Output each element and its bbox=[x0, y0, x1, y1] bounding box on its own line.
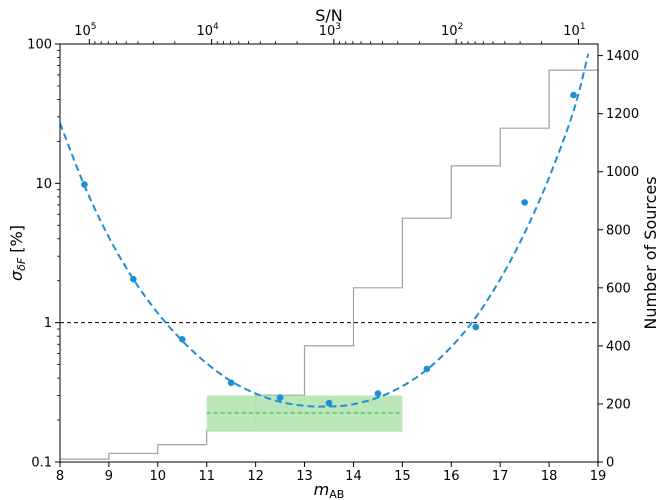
top-axis-title: S/N bbox=[315, 6, 343, 25]
histogram-layer bbox=[60, 69, 598, 460]
y2-tick-label: 1200 bbox=[606, 107, 639, 122]
y-axis-title: σδF [%] bbox=[7, 225, 28, 281]
y-tick-label: 0.1 bbox=[31, 456, 52, 471]
top-tick-label: 101 bbox=[563, 22, 585, 39]
x-tick-label: 13 bbox=[296, 469, 313, 484]
y2-tick-label: 0 bbox=[606, 456, 614, 471]
x-axis-title-sub: AB bbox=[329, 488, 344, 500]
x-tick-label: 8 bbox=[56, 469, 64, 484]
y-tick-label: 1 bbox=[44, 316, 52, 331]
top-tick-exponent: 2 bbox=[458, 22, 464, 32]
top-tick-label: 104 bbox=[196, 22, 219, 39]
y2-axis-title: Number of Sources bbox=[641, 176, 659, 329]
top-tick-exponent: 4 bbox=[213, 22, 219, 32]
y-axis-title-unit: [%] bbox=[7, 225, 26, 258]
data-point-5 bbox=[276, 394, 284, 401]
y2-tick-label: 1000 bbox=[606, 165, 639, 180]
points-layer bbox=[81, 91, 577, 407]
y2-tick-label: 200 bbox=[606, 397, 631, 412]
top-tick-base: 10 bbox=[74, 24, 91, 39]
y-tick-label: 100 bbox=[27, 38, 52, 53]
x-axis-title: mAB bbox=[314, 480, 345, 500]
x-tick-label: 19 bbox=[590, 469, 607, 484]
top-tick-base: 10 bbox=[441, 24, 458, 39]
top-tick-exponent: 5 bbox=[91, 22, 97, 32]
y2-tick-label: 800 bbox=[606, 223, 631, 238]
data-point-4 bbox=[227, 379, 235, 387]
y2-tick-label: 600 bbox=[606, 281, 631, 296]
top-tick-base: 10 bbox=[319, 24, 336, 39]
top-tick-base: 10 bbox=[563, 24, 580, 39]
top-tick-label: 105 bbox=[74, 22, 96, 39]
x-tick-label: 17 bbox=[492, 469, 509, 484]
data-point-11 bbox=[570, 91, 577, 99]
top-tick-label: 103 bbox=[319, 22, 341, 39]
x-tick-label: 9 bbox=[105, 469, 113, 484]
y-tick-label: 10 bbox=[35, 177, 52, 192]
noise-floor-band bbox=[206, 395, 403, 432]
plot-frame bbox=[59, 43, 599, 463]
histogram-steps bbox=[60, 69, 598, 460]
data-point-8 bbox=[423, 365, 431, 373]
data-point-10 bbox=[521, 199, 528, 206]
x-tick-label: 18 bbox=[541, 469, 558, 484]
x-tick-label: 11 bbox=[198, 469, 215, 484]
y2-tick-label: 400 bbox=[606, 339, 631, 354]
top-tick-exponent: 3 bbox=[335, 22, 341, 32]
x-tick-label: 15 bbox=[394, 469, 411, 484]
axes-layer: 8 9 10 11 12 13 14 15 16 17 18 190.1110100020040060… bbox=[27, 22, 639, 484]
band-layer bbox=[206, 395, 403, 432]
y2-tick-label: 1400 bbox=[606, 49, 639, 64]
data-point-3 bbox=[178, 335, 186, 343]
data-point-7 bbox=[374, 390, 382, 397]
data-point-6 bbox=[325, 399, 333, 407]
top-tick-label: 102 bbox=[441, 22, 463, 39]
top-tick-exponent: 1 bbox=[580, 22, 586, 32]
y-axis-title-sub: δF bbox=[15, 257, 28, 271]
data-point-1 bbox=[81, 181, 88, 188]
fit-curve bbox=[60, 53, 590, 408]
x-tick-label: 10 bbox=[150, 469, 167, 484]
fit-layer bbox=[60, 53, 590, 408]
x-tick-label: 16 bbox=[443, 469, 460, 484]
x-tick-label: 14 bbox=[345, 469, 362, 484]
x-axis-title-main: m bbox=[314, 480, 330, 499]
top-tick-base: 10 bbox=[196, 24, 213, 39]
y-axis-title-main: σ bbox=[7, 270, 26, 281]
x-tick-label: 12 bbox=[247, 469, 264, 484]
data-point-9 bbox=[472, 323, 480, 331]
data-point-2 bbox=[130, 275, 137, 283]
